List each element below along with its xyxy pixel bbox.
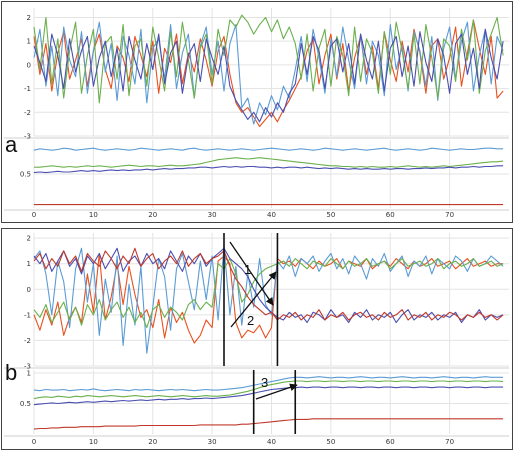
panel-b-bottom-xtick-label: 30 [208, 438, 217, 446]
panel-b-bottom-xtick-label: 70 [445, 438, 454, 446]
panel-a-top-ytick-label: 1 [27, 38, 31, 46]
panel-b-bottom-series-3-line [33, 418, 504, 430]
panel-b-letter: b [5, 360, 17, 385]
panel-a-bottom-xtick-label: 50 [326, 211, 335, 219]
panel-a-bottom-series-0-line [33, 147, 504, 151]
panel-b-bottom-series-0-line [33, 376, 504, 392]
panel-b-bottom-series-1-line [33, 380, 504, 400]
panel-a-bottom-series-2-line [33, 165, 504, 174]
panel-b-bottom-xtick-label: 40 [267, 438, 276, 446]
panel-b-top-series-2-line [33, 258, 504, 329]
panel-b-bottom-ytick-label: 0.5 [20, 400, 31, 408]
panel-b-top-ytick-label: 2 [27, 235, 31, 243]
panel-b-bottom-xtick-label: 60 [386, 438, 395, 446]
panel-b-bottom-xtick-label: 20 [148, 438, 157, 446]
panel-a-top-ytick-label: -3 [24, 133, 31, 141]
series-layer [33, 14, 504, 430]
arrow-2 [230, 271, 277, 328]
panel-a-top-ytick-label: -2 [24, 109, 31, 117]
panel-b-top-series-0-line [33, 252, 504, 344]
panel-a-bottom-xtick-label: 10 [89, 211, 98, 219]
panel-a-top-series-1-line [33, 21, 504, 125]
panel-b-top-ytick-label: 1 [27, 260, 31, 268]
panel-a-bottom-xtick-label: 40 [267, 211, 276, 219]
panel-a-top-ytick-label: 2 [27, 14, 31, 22]
panel-b-bottom-series-2-line [33, 386, 504, 406]
annotation-2: 2 [247, 313, 254, 328]
panel-b-frame [1, 228, 513, 450]
arrow-3 [255, 383, 298, 400]
annotation-3: 3 [261, 375, 268, 390]
panel-b-top-ytick-label: -3 [24, 363, 31, 371]
panel-a-bottom-ytick-label: 0.5 [20, 171, 31, 179]
panel-a-top-series-0-line [33, 19, 504, 128]
panel-a-bottom-xtick-label: 0 [32, 211, 36, 219]
panel-a-bottom-xtick-label: 70 [445, 211, 454, 219]
panel-b-top-series-3-line [33, 247, 504, 324]
panel-b-top-series-4-line [33, 247, 504, 321]
panel-a-frame [1, 1, 513, 223]
panel-a-top-ytick-label: -1 [24, 85, 31, 93]
panel-b-bottom-xtick-label: 10 [89, 438, 98, 446]
annotation-1: 1 [244, 262, 251, 277]
panel-a-top-ytick-label: 0 [27, 61, 31, 69]
panel-a-bottom-series-1-line [34, 157, 504, 168]
panel-a-bottom-xtick-label: 20 [148, 211, 157, 219]
arrow-1 [229, 241, 274, 306]
panel-a-bottom-xtick-label: 30 [208, 211, 217, 219]
panel-b-top-ytick-label: -2 [24, 337, 31, 345]
marker-layer [223, 233, 297, 434]
panel-b-top-ytick-label: -1 [24, 311, 31, 319]
panel-b-bottom-ytick-label: 1 [27, 370, 31, 378]
panel-a-top-series-3-line [33, 28, 504, 123]
panel-a-top-series-2-line [33, 14, 504, 104]
panel-a-letter: a [5, 132, 18, 157]
panel-b-top-ytick-label: 0 [27, 286, 31, 294]
panel-b-bottom-xtick-label: 50 [326, 438, 335, 446]
panel-b-bottom-xtick-label: 0 [32, 438, 36, 446]
panel-a-bottom-xtick-label: 60 [386, 211, 395, 219]
